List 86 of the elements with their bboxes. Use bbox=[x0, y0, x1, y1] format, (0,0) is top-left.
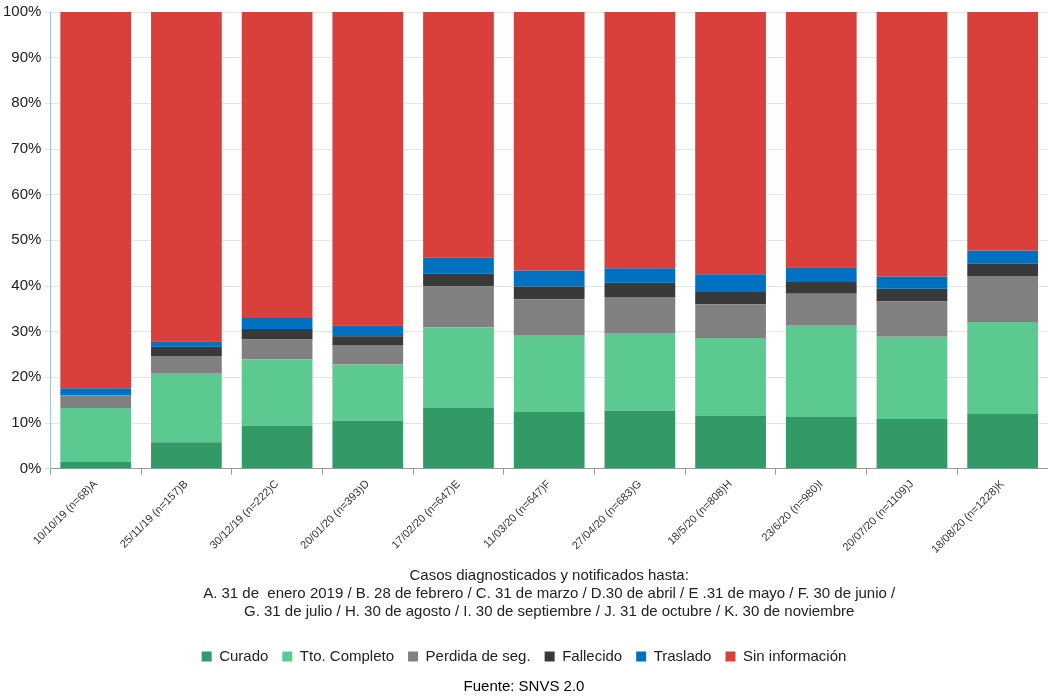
bar bbox=[876, 418, 948, 469]
legend-label: Tto. Completo bbox=[299, 646, 395, 664]
bar bbox=[423, 286, 494, 328]
bar bbox=[241, 339, 313, 360]
bar bbox=[604, 333, 676, 411]
source-note: Fuente: SNVS 2.0 bbox=[462, 676, 586, 696]
bar bbox=[423, 407, 494, 469]
bar bbox=[785, 325, 857, 418]
bar bbox=[60, 407, 132, 462]
text: G. 31 de julio / H. 30 de agosto / I. 30 de septiembre / J. 31 de octubre / K. 30 de noviembre bbox=[243, 602, 855, 620]
bar bbox=[785, 267, 857, 282]
bar bbox=[241, 328, 313, 340]
bar bbox=[785, 12, 857, 268]
bar bbox=[967, 275, 1039, 323]
bar bbox=[513, 286, 585, 300]
bar bbox=[513, 299, 585, 335]
bar bbox=[151, 341, 222, 347]
bar bbox=[876, 301, 948, 337]
bar bbox=[604, 296, 676, 334]
bar bbox=[695, 274, 766, 292]
text: A. 31 de enero 2019 / B. 28 de febrero / C. 31 de marzo / D.30 de abril / E .31 de mayo / F. 30 de junio / bbox=[203, 584, 897, 602]
bar bbox=[332, 344, 404, 365]
y-tick-label: 70% bbox=[11, 139, 42, 157]
legend-label: Perdida de seg. bbox=[425, 646, 531, 664]
bar bbox=[876, 336, 948, 419]
bar bbox=[241, 359, 313, 426]
legend-label: Traslado bbox=[653, 646, 712, 664]
bar bbox=[423, 257, 494, 274]
bar bbox=[876, 12, 948, 277]
bar bbox=[513, 270, 585, 287]
bar bbox=[695, 12, 766, 275]
bar bbox=[513, 12, 585, 271]
y-tick-label: 90% bbox=[11, 47, 42, 65]
bar bbox=[151, 442, 222, 469]
y-tick-label: 100% bbox=[2, 2, 42, 20]
bar bbox=[785, 281, 857, 294]
bar bbox=[695, 415, 766, 469]
legend-label: Sin información bbox=[742, 646, 847, 664]
bar bbox=[151, 355, 222, 374]
bar bbox=[423, 273, 494, 287]
y-tick-label: 60% bbox=[11, 184, 42, 202]
bar bbox=[332, 12, 404, 326]
bar bbox=[967, 322, 1039, 414]
bar bbox=[876, 288, 948, 302]
bar bbox=[60, 388, 132, 396]
bar bbox=[151, 373, 222, 443]
x-axis-title: Casos diagnosticados y notificados hasta: bbox=[409, 566, 689, 584]
y-tick-label: 30% bbox=[11, 321, 42, 339]
y-tick-label: 50% bbox=[11, 230, 42, 248]
bar bbox=[876, 276, 948, 289]
bar bbox=[60, 12, 132, 389]
bar bbox=[60, 461, 132, 469]
y-tick-label: 10% bbox=[11, 413, 42, 431]
legend-label: Curado bbox=[219, 646, 269, 664]
bar bbox=[241, 425, 313, 469]
bar bbox=[967, 413, 1039, 469]
bar bbox=[695, 304, 766, 339]
bar bbox=[332, 364, 404, 421]
bar bbox=[332, 325, 404, 337]
bar bbox=[785, 293, 857, 326]
bar bbox=[241, 12, 313, 318]
y-tick-label: 20% bbox=[11, 367, 42, 385]
bar bbox=[785, 417, 857, 469]
bar bbox=[423, 327, 494, 408]
bar bbox=[332, 420, 404, 469]
bar bbox=[695, 291, 766, 305]
y-tick-label: 0% bbox=[19, 458, 42, 476]
bar bbox=[967, 263, 1039, 276]
bar bbox=[513, 412, 585, 469]
bar bbox=[151, 12, 222, 342]
legend-label: Fallecido bbox=[562, 646, 623, 664]
y-tick-label: 40% bbox=[11, 276, 42, 294]
bar bbox=[604, 282, 676, 297]
bar bbox=[60, 395, 132, 408]
bar bbox=[151, 346, 222, 356]
bar bbox=[604, 12, 676, 269]
bar bbox=[604, 268, 676, 283]
bar bbox=[332, 336, 404, 345]
bar bbox=[513, 334, 585, 413]
bar bbox=[241, 317, 313, 329]
bar bbox=[695, 338, 766, 416]
bar bbox=[967, 250, 1039, 264]
bar bbox=[604, 410, 676, 469]
bar bbox=[423, 12, 494, 258]
y-tick-label: 80% bbox=[11, 93, 42, 111]
bar bbox=[967, 12, 1039, 251]
